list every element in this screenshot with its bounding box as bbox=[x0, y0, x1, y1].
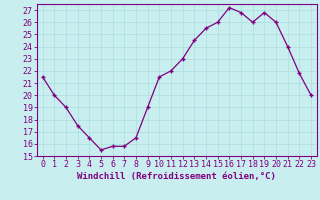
X-axis label: Windchill (Refroidissement éolien,°C): Windchill (Refroidissement éolien,°C) bbox=[77, 172, 276, 181]
